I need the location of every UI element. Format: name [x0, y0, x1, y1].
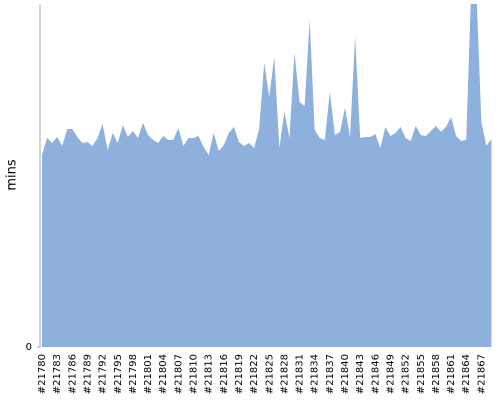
y-axis-label: mins: [5, 159, 20, 191]
x-tick-label: #21813: [204, 354, 215, 394]
x-tick-label: #21837: [325, 354, 336, 394]
x-tick-label: #21849: [385, 354, 396, 394]
x-tick-label: #21780: [37, 354, 48, 394]
x-tick-label: #21795: [113, 354, 124, 394]
x-tick-label: #21807: [173, 354, 184, 394]
x-tick-label: #21792: [98, 354, 109, 394]
plot-area: [42, 4, 492, 347]
x-tick-label: #21822: [249, 354, 260, 394]
x-tick-label: #21861: [446, 354, 457, 394]
x-tick-label: #21828: [279, 354, 290, 394]
x-tick-label: #21786: [67, 354, 78, 394]
x-tick-label: #21852: [401, 354, 412, 394]
x-tick-label: #21834: [310, 354, 321, 394]
area: [42, 4, 492, 347]
x-tick-label: #21840: [340, 354, 351, 394]
x-tick-label: #21798: [128, 354, 139, 394]
x-tick-label: #21858: [431, 354, 442, 394]
x-tick-label: #21846: [370, 354, 381, 394]
y-tick-label: 0: [26, 342, 32, 353]
x-tick-label: #21867: [476, 354, 487, 394]
x-tick-label: #21810: [189, 354, 200, 394]
x-tick-label: #21804: [158, 354, 169, 394]
x-tick-label: #21864: [461, 354, 472, 394]
x-tick-label: #21843: [355, 354, 366, 394]
x-tick-label: #21819: [234, 354, 245, 394]
x-tick-label: #21801: [143, 354, 154, 394]
x-tick-label: #21789: [82, 354, 93, 394]
x-tick-label: #21816: [219, 354, 230, 394]
x-tick-label: #21825: [264, 354, 275, 394]
x-tick-label: #21831: [295, 354, 306, 394]
x-tick-label: #21855: [416, 354, 427, 394]
x-tick-label: #21783: [52, 354, 63, 394]
